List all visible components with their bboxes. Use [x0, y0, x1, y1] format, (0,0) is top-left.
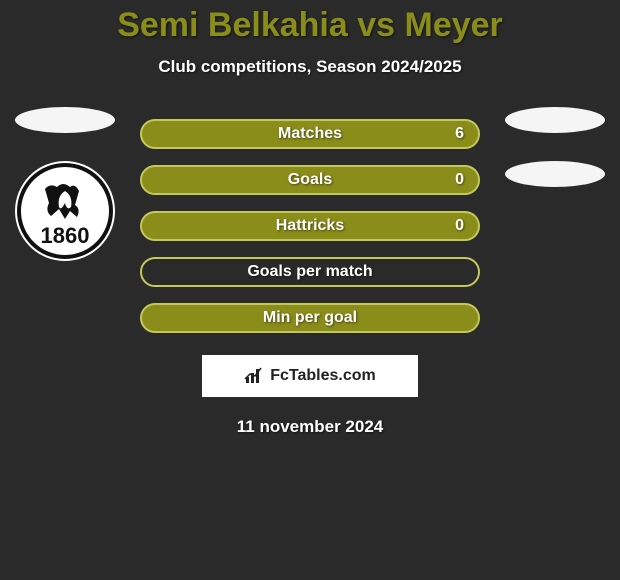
stats-bars: Matches 6 Goals 0 Hattricks 0 Goals per …	[140, 119, 480, 333]
brand-label: FcTables.com	[270, 367, 376, 385]
stat-label: Goals	[288, 171, 332, 189]
club-year: 1860	[41, 223, 90, 248]
stat-bar-goals-per-match: Goals per match	[140, 257, 480, 287]
stat-label: Min per goal	[263, 309, 357, 327]
stat-label: Matches	[278, 125, 342, 143]
stat-bar-hattricks: Hattricks 0	[140, 211, 480, 241]
date-label: 11 november 2024	[0, 417, 620, 437]
subtitle: Club competitions, Season 2024/2025	[0, 57, 620, 77]
page-title: Semi Belkahia vs Meyer	[0, 6, 620, 45]
stat-bar-min-per-goal: Min per goal	[140, 303, 480, 333]
stat-value: 0	[455, 171, 464, 189]
right-player-column	[490, 107, 620, 215]
stat-bar-goals: Goals 0	[140, 165, 480, 195]
content-area: 1860 Matches 6 Goals 0 Hattricks 0 Goals…	[0, 119, 620, 437]
brand-box: FcTables.com	[202, 355, 418, 397]
brand-chart-icon	[244, 367, 264, 385]
stat-value: 0	[455, 217, 464, 235]
right-club-placeholder	[505, 161, 605, 187]
stat-value: 6	[455, 125, 464, 143]
club-crest-icon: 1860	[15, 161, 115, 261]
stat-label: Hattricks	[276, 217, 344, 235]
right-player-avatar	[505, 107, 605, 133]
left-player-column: 1860	[0, 107, 130, 261]
left-player-avatar	[15, 107, 115, 133]
stat-label: Goals per match	[247, 263, 372, 281]
comparison-card: Semi Belkahia vs Meyer Club competitions…	[0, 0, 620, 437]
left-club-badge: 1860	[15, 161, 115, 261]
stat-bar-matches: Matches 6	[140, 119, 480, 149]
